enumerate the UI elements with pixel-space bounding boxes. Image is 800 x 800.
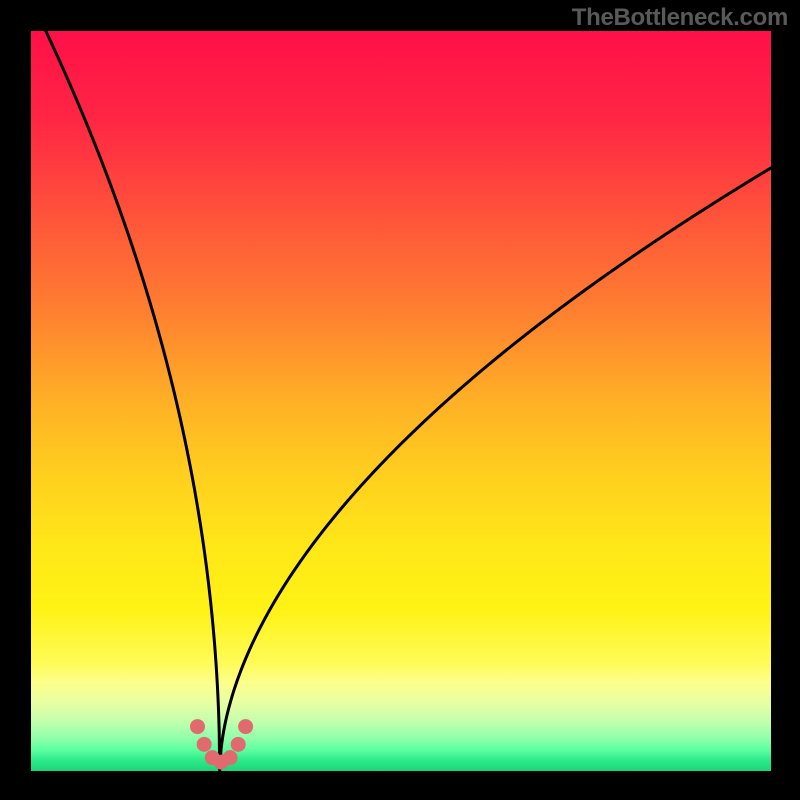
chart-stage: TheBottleneck.com xyxy=(0,0,800,800)
cusp-marker xyxy=(231,737,246,752)
watermark-text: TheBottleneck.com xyxy=(572,4,788,32)
plot-background xyxy=(31,31,771,771)
cusp-marker xyxy=(223,750,238,765)
cusp-marker xyxy=(190,719,205,734)
cusp-marker xyxy=(197,737,212,752)
cusp-marker xyxy=(238,719,253,734)
chart-svg xyxy=(0,0,800,800)
